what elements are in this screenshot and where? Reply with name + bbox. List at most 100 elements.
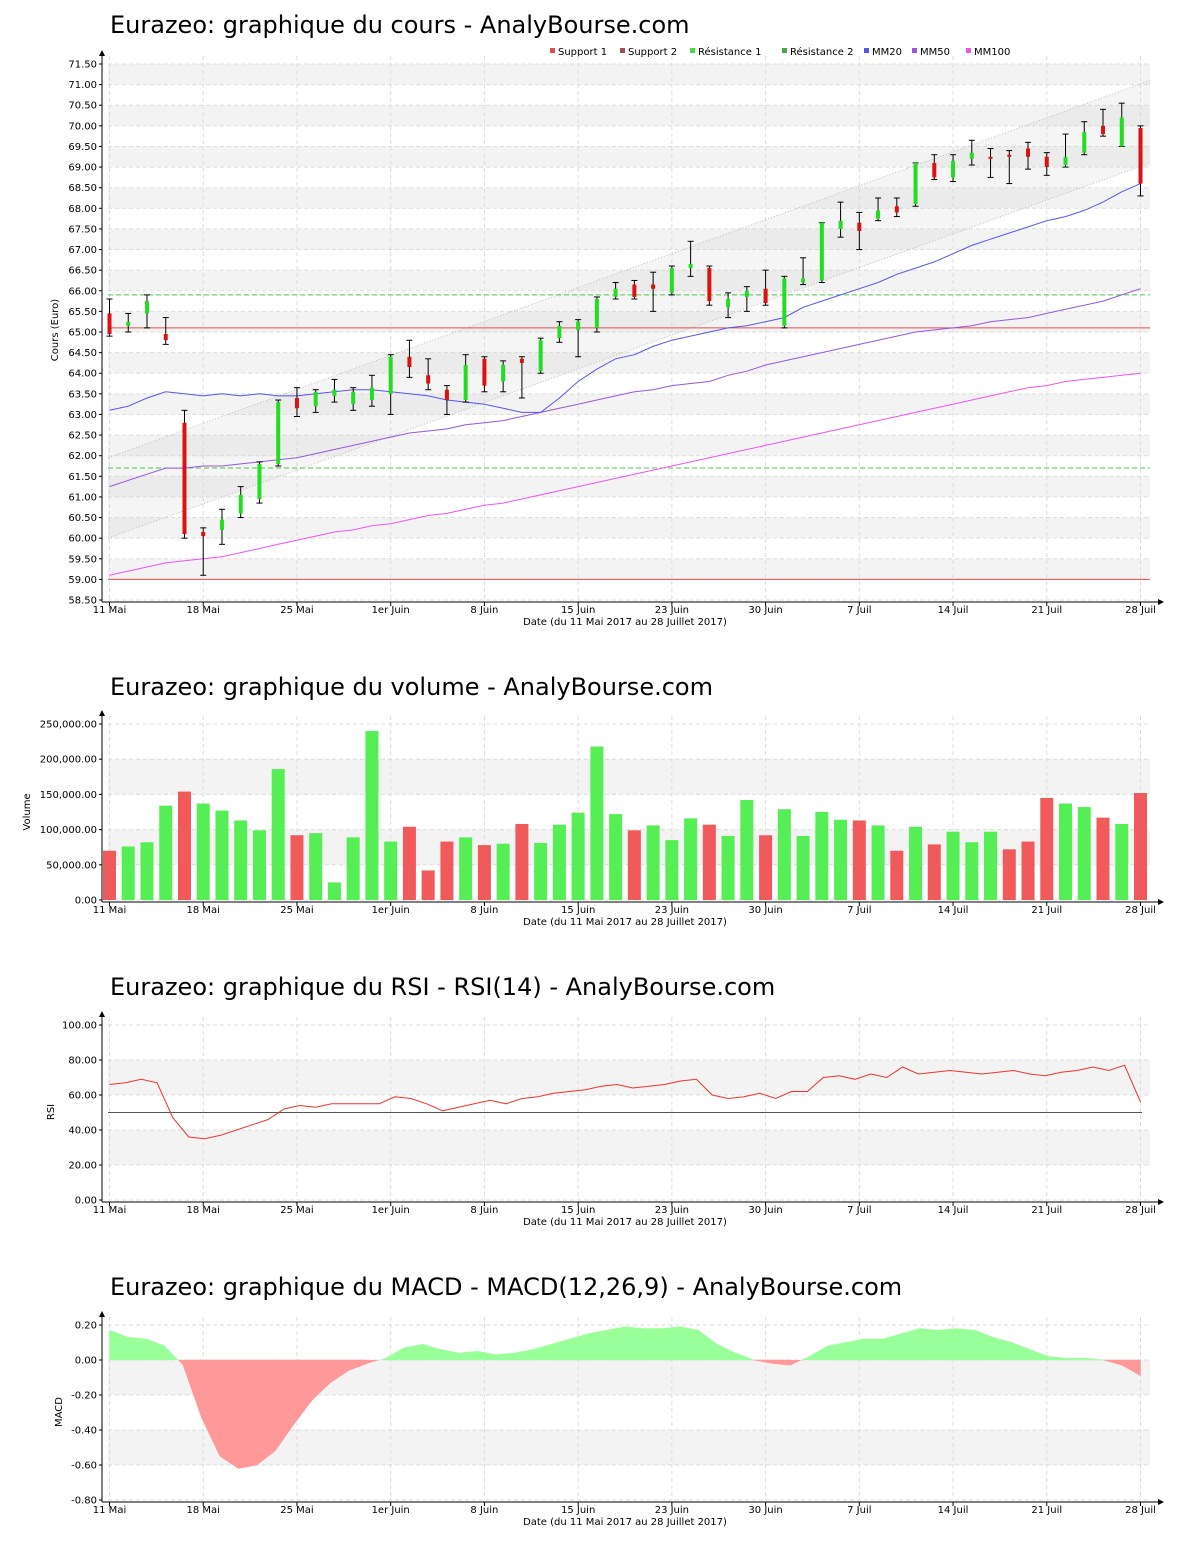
- x-axis-arrow: [1158, 1199, 1164, 1205]
- candle-down: [1026, 148, 1031, 157]
- volume-bar: [1115, 823, 1129, 900]
- y-tick-label: -0.40: [71, 1426, 97, 1437]
- y-tick-label: 66.50: [68, 266, 97, 277]
- grid-band: [108, 228, 1150, 250]
- volume-xlabel: Date (du 11 Mai 2017 au 28 Juillet 2017): [523, 917, 727, 928]
- volume-bar: [965, 842, 979, 900]
- macd-area-positive: [109, 1329, 129, 1361]
- x-tick-label: 14 Juil: [938, 1205, 969, 1216]
- macd-area-positive: [459, 1350, 478, 1361]
- candle-up: [538, 340, 543, 372]
- grid-band: [108, 270, 1150, 291]
- macd-area-positive: [698, 1329, 718, 1361]
- volume-bar: [215, 810, 229, 900]
- volume-bar: [609, 814, 623, 900]
- x-tick-label: 11 Mai: [93, 605, 126, 616]
- y-tick-label: 61.00: [68, 492, 97, 503]
- x-tick-label: 28 Juil: [1125, 605, 1156, 616]
- x-tick-label: 21 Juil: [1031, 605, 1062, 616]
- legend-label: MM100: [974, 47, 1010, 58]
- x-tick-label: 15 Juin: [561, 1205, 595, 1216]
- y-tick-label: 100,000.00: [40, 825, 97, 836]
- candle-up: [351, 391, 356, 405]
- candle-up: [969, 152, 974, 159]
- legend-label: Résistance 1: [698, 46, 761, 58]
- y-tick-label: 63.00: [68, 410, 97, 421]
- macd-area-positive: [643, 1328, 663, 1361]
- legend-label: Support 1: [558, 47, 607, 58]
- y-tick-label: 71.00: [68, 80, 97, 91]
- volume-bar: [402, 826, 416, 900]
- y-tick-label: 250,000.00: [40, 720, 97, 731]
- candle-down: [857, 222, 862, 231]
- volume-bar: [665, 840, 679, 900]
- legend-label: Support 2: [628, 47, 677, 58]
- x-axis-arrow: [1158, 899, 1164, 905]
- volume-bar: [534, 842, 548, 900]
- macd-area-positive: [808, 1345, 828, 1361]
- candle-up: [594, 299, 599, 328]
- candle-down: [519, 358, 524, 363]
- candle-up: [838, 220, 843, 229]
- candle-up: [126, 321, 131, 326]
- rsi-ylabel: RSI: [46, 1104, 57, 1120]
- macd-area-positive: [1085, 1357, 1104, 1361]
- y-tick-label: 150,000.00: [40, 790, 97, 801]
- macd-area-positive: [1011, 1342, 1031, 1361]
- x-tick-label: 14 Juil: [938, 1505, 969, 1516]
- macd-area-negative: [219, 1359, 239, 1469]
- x-tick-label: 15 Juin: [561, 905, 595, 916]
- macd-area-negative: [1121, 1359, 1141, 1377]
- macd-area-positive: [164, 1346, 179, 1360]
- y-tick-label: 68.00: [68, 204, 97, 215]
- candle-up: [744, 290, 749, 297]
- candle-up: [576, 321, 581, 330]
- macd-area-positive: [606, 1326, 626, 1361]
- candle-up: [219, 519, 224, 530]
- candle-down: [1007, 154, 1012, 157]
- candle-up: [313, 391, 318, 407]
- candle-up: [388, 356, 393, 394]
- rsi-line: [109, 1064, 1141, 1140]
- volume-bar: [740, 800, 754, 900]
- macd-area-positive: [532, 1343, 552, 1361]
- volume-bar: [759, 835, 773, 900]
- volume-bar: [103, 850, 116, 900]
- x-tick-label: 8 Juin: [470, 1505, 498, 1516]
- macd-area-positive: [440, 1349, 460, 1361]
- macd-area-positive: [146, 1338, 165, 1361]
- grid-band: [108, 759, 1150, 795]
- volume-bar: [1021, 841, 1035, 900]
- volume-bar: [496, 843, 510, 900]
- x-tick-label: 11 Mai: [93, 905, 126, 916]
- volume-bar: [140, 842, 154, 900]
- x-tick-label: 30 Juin: [748, 605, 782, 616]
- volume-bar: [890, 850, 904, 900]
- trend-channel: [108, 80, 1150, 539]
- macd-area-positive: [864, 1338, 883, 1361]
- volume-bar: [477, 845, 491, 900]
- volume-bar: [234, 820, 248, 900]
- candle-down: [651, 284, 656, 289]
- y-tick-label: 61.50: [68, 472, 97, 483]
- y-tick-label: 200,000.00: [40, 755, 97, 766]
- macd-area-positive: [569, 1333, 589, 1361]
- macd-area-positive: [679, 1326, 699, 1361]
- grid-band: [108, 105, 1150, 126]
- candle-up: [801, 278, 806, 283]
- x-tick-label: 11 Mai: [93, 1205, 126, 1216]
- candle-up: [876, 210, 881, 219]
- macd-area-negative: [256, 1359, 276, 1466]
- candle-down: [988, 156, 993, 159]
- macd-area-positive: [716, 1343, 736, 1361]
- candle-up: [369, 387, 374, 401]
- candle-down: [1044, 156, 1049, 168]
- candle-down: [201, 531, 206, 537]
- macd-area-positive: [495, 1352, 515, 1361]
- macd-area-positive: [956, 1328, 976, 1361]
- candle-up: [463, 364, 468, 401]
- legend-swatch: [966, 48, 971, 53]
- x-tick-label: 28 Juil: [1125, 905, 1156, 916]
- x-tick-label: 7 Juil: [847, 905, 871, 916]
- legend-swatch: [782, 48, 787, 53]
